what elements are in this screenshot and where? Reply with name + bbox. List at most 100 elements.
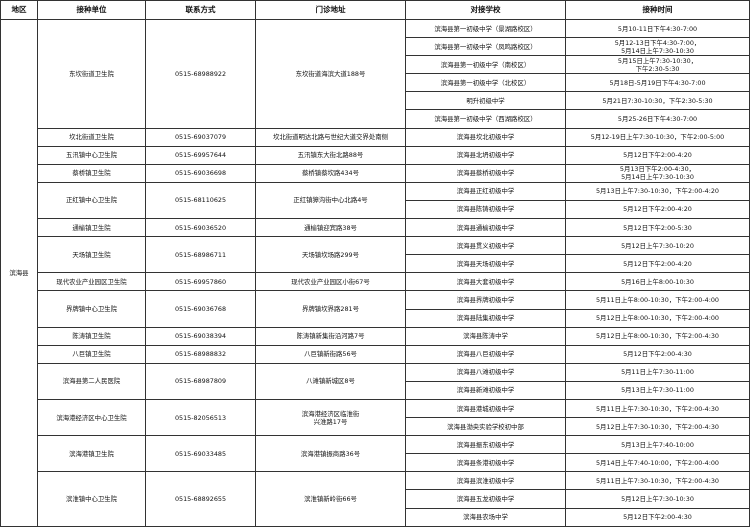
school-name: 滨海县渤央实验学校初中部 xyxy=(405,417,566,437)
table-row: 滨海县第一初级中学（凤鸣路校区） 5月12-13日下午4:30-7:00， 5月1… xyxy=(1,37,750,57)
unit-address: 坎北街道明达北路与世纪大道交界处南侧 xyxy=(255,127,406,147)
vaccination-time: 5月14日上午7:40-10:00，下午2:00-4:00 xyxy=(565,453,750,473)
unit-phone: 0515-69036520 xyxy=(145,218,256,238)
header-row: 地区 接种单位 联系方式 门诊地址 对接学校 接种时间 xyxy=(0,0,750,20)
vaccination-time: 5月12日下午2:00-4:20 xyxy=(565,145,750,165)
vaccination-time: 5月12日下午2:00-4:20 xyxy=(565,199,750,220)
vaccination-time: 5月11日上午7:30-10:30，下午2:00-4:30 xyxy=(565,471,750,491)
school-name: 滨海县新滩初级中学 xyxy=(405,380,566,400)
unit-address: 八滩镇新城区8号 xyxy=(255,362,406,400)
vaccination-time: 5月12日上午8:00-10:30，下午2:00-4:30 xyxy=(565,326,750,346)
vaccination-time: 5月12-13日下午4:30-7:00， 5月14日上午7:30-10:30 xyxy=(565,37,750,57)
school-name: 滨海县第一初级中学（南校区） xyxy=(405,55,566,75)
unit-phone: 0515-68988832 xyxy=(145,344,256,364)
table-row: 滨海县陈铸初级中学 5月12日下午2:00-4:20 xyxy=(1,199,750,220)
school-name: 滨海县蔡桥初级中学 xyxy=(405,163,566,183)
school-name: 滨海县第一初级中学（西湖路校区） xyxy=(405,109,566,129)
table-row: 界牌镇中心卫生院 0515-69036768 界牌镇坎界路281号 滨海县界牌初级中学… xyxy=(1,290,750,328)
header-school: 对接学校 xyxy=(405,0,566,20)
school-name: 滨海县陈铸初级中学 xyxy=(405,199,566,220)
school-name: 滨海县正红初级中学 xyxy=(405,181,566,201)
school-name: 滨海县第一初级中学（凤鸣路校区） xyxy=(405,37,566,57)
table-row: 坎北街道卫生院 0515-69037079 坎北街道明达北路与世纪大道交界处南侧 滨海… xyxy=(1,127,750,147)
table-row: 五汛镇中心卫生院 0515-69957644 五汛镇东大街北路88号 滨海县北坍初级中… xyxy=(1,145,750,165)
vaccination-time: 5月12日下午2:00-4:30 xyxy=(565,344,750,364)
school-name: 滨海县陈涛中学 xyxy=(405,326,566,346)
vaccination-time: 5月10-11日下午4:30-7:00 xyxy=(565,18,750,39)
vaccination-time: 5月13日下午2:00-4:30， 5月14日上午7:30-10:30 xyxy=(565,163,750,183)
vaccination-time: 5月13日上午7:30-11:00 xyxy=(565,380,750,400)
vaccination-time: 5月11日上午7:30-10:30，下午2:00-4:30 xyxy=(565,398,750,419)
table-body: 滨海县 东坎街道卫生院 0515-68988922 东坎街道海滨大道188号 滨海县第一… xyxy=(0,18,750,527)
header-unit: 接种单位 xyxy=(37,0,146,20)
school-name: 滨海县八滩初级中学 xyxy=(405,362,566,382)
vaccination-time: 5月11日上午7:30-11:00 xyxy=(565,362,750,382)
unit-phone: 0515-68892655 xyxy=(145,471,256,527)
unit-name: 坎北街道卫生院 xyxy=(37,127,146,147)
unit-address: 五汛镇东大街北路88号 xyxy=(255,145,406,165)
school-name: 滨海县大套初级中学 xyxy=(405,272,566,292)
unit-name: 正红镇中心卫生院 xyxy=(37,181,146,220)
vaccination-time: 5月12日上午7:30-10:30，下午2:00-4:30 xyxy=(565,417,750,437)
school-name: 滨海县坎北初级中学 xyxy=(405,127,566,147)
table-row: 天场镇卫生院 0515-68986711 天场镇坎场路299号 滨海县贯义初级中学 5月… xyxy=(1,236,750,274)
school-name: 滨海县天场初级中学 xyxy=(405,254,566,274)
school-name: 滨海县滨淮初级中学 xyxy=(405,471,566,491)
table-row: 滨海县新滩初级中学 5月13日上午7:30-11:00 xyxy=(1,380,750,400)
table-row: 滨淮镇中心卫生院 0515-68892655 滨淮镇新岭街66号 滨海县滨淮初级中学 5… xyxy=(1,471,750,527)
unit-phone: 0515-69957644 xyxy=(145,145,256,165)
vaccination-time: 5月12日上午8:00-10:30，下午2:00-4:00 xyxy=(565,308,750,328)
vaccination-time: 5月12日上午7:30-10:30 xyxy=(565,489,750,509)
unit-address: 通榆镇迎宾路38号 xyxy=(255,218,406,238)
school-name: 滨海县第一初级中学（景湖路校区） xyxy=(405,18,566,39)
school-name: 滨海县通榆初级中学 xyxy=(405,218,566,238)
vaccination-time: 5月12日下午2:00-5:30 xyxy=(565,218,750,238)
school-name: 滨海县第一初级中学（北校区） xyxy=(405,73,566,93)
table-row: 滨海港镇卫生院 0515-69033485 滨海港镇振商路36号 滨海县振东初级中学 5… xyxy=(1,435,750,473)
header-region: 地区 xyxy=(0,0,38,20)
vaccination-time: 5月13日上午7:40-10:00 xyxy=(565,435,750,455)
unit-address: 陈涛镇新集街沿河路7号 xyxy=(255,326,406,346)
unit-address: 东坎街道海滨大道188号 xyxy=(255,19,406,129)
vaccination-time: 5月16日上午8:00-10:30 xyxy=(565,272,750,292)
unit-name: 滨海港镇卫生院 xyxy=(37,435,146,473)
vaccination-time: 5月12日下午2:00-4:20 xyxy=(565,254,750,274)
school-name: 滨海县界牌初级中学 xyxy=(405,290,566,310)
school-name: 滨海县农场中学 xyxy=(405,507,566,527)
table-row: 陈涛镇卫生院 0515-69038394 陈涛镇新集街沿河路7号 滨海县陈涛中学 5月1… xyxy=(1,326,750,346)
unit-address: 现代农业产业园区小街67号 xyxy=(255,272,406,292)
unit-phone: 0515-82056513 xyxy=(145,398,256,437)
school-name: 滨海县陆集初级中学 xyxy=(405,308,566,328)
unit-address: 滨淮镇新岭街66号 xyxy=(255,471,406,527)
unit-phone: 0515-69038394 xyxy=(145,326,256,346)
vaccination-time: 5月18日-5月19日下午4:30-7:00 xyxy=(565,73,750,93)
header-address: 门诊地址 xyxy=(255,0,406,20)
unit-name: 滨海县第二人民医院 xyxy=(37,362,146,400)
unit-name: 东坎街道卫生院 xyxy=(37,19,146,129)
unit-address: 正红镇獐沟街中心北路4号 xyxy=(255,181,406,220)
unit-address: 八巨镇新街路56号 xyxy=(255,344,406,364)
vaccination-time: 5月11日上午8:00-10:30，下午2:00-4:00 xyxy=(565,290,750,310)
school-name: 滨海县八巨初级中学 xyxy=(405,344,566,364)
unit-address: 天场镇坎场路299号 xyxy=(255,236,406,274)
unit-phone: 0515-68110625 xyxy=(145,181,256,220)
unit-name: 八巨镇卫生院 xyxy=(37,344,146,364)
region-cell: 滨海县 xyxy=(0,19,38,527)
unit-name: 现代农业产业园区卫生院 xyxy=(37,272,146,292)
table-row: 滨海县第一初级中学（西湖路校区） 5月25-26日下午4:30-7:00 xyxy=(1,109,750,129)
vaccination-time: 5月25-26日下午4:30-7:00 xyxy=(565,109,750,129)
unit-phone: 0515-68986711 xyxy=(145,236,256,274)
vaccination-time: 5月13日上午7:30-10:30，下午2:00-4:20 xyxy=(565,181,750,201)
table-row: 现代农业产业园区卫生院 0515-69957860 现代农业产业园区小街67号 滨海县… xyxy=(1,272,750,292)
header-time: 接种时间 xyxy=(565,0,750,20)
unit-phone: 0515-69957860 xyxy=(145,272,256,292)
unit-name: 滨淮镇中心卫生院 xyxy=(37,471,146,527)
table-row: 滨海县陆集初级中学 5月12日上午8:00-10:30，下午2:00-4:00 xyxy=(1,308,750,328)
unit-phone: 0515-69036698 xyxy=(145,163,256,183)
unit-address: 滨海港经济区临淮街 兴淮路17号 xyxy=(255,398,406,437)
unit-phone: 0515-69037079 xyxy=(145,127,256,147)
header-phone: 联系方式 xyxy=(145,0,256,20)
school-name: 滨海县北坍初级中学 xyxy=(405,145,566,165)
vaccination-time: 5月12日上午7:30-10:20 xyxy=(565,236,750,256)
